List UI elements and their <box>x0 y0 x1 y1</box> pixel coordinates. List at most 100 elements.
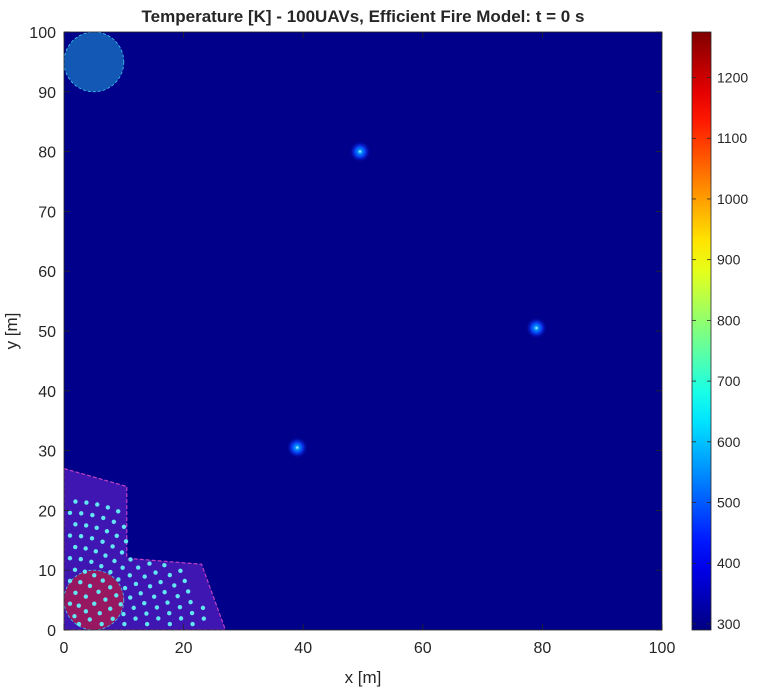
uav-marker <box>133 616 138 621</box>
hot-spot <box>349 140 371 163</box>
uav-marker <box>78 556 84 562</box>
colorbar-tick-label: 700 <box>717 373 741 389</box>
uav-marker <box>154 605 160 610</box>
uav-marker <box>114 593 119 598</box>
uav-marker <box>103 597 108 602</box>
uav-marker <box>67 578 73 584</box>
x-tick-label: 80 <box>534 640 552 657</box>
uav-marker <box>122 621 127 627</box>
y-tick-label: 40 <box>38 384 56 401</box>
uav-marker <box>151 594 157 599</box>
uav-marker <box>167 621 173 627</box>
uav-marker <box>67 510 73 515</box>
uav-marker <box>67 601 73 606</box>
uav-marker <box>167 611 172 616</box>
uav-marker <box>178 568 183 574</box>
y-tick-label: 100 <box>29 25 56 42</box>
uav-marker <box>107 585 113 590</box>
y-axis-label: y [m] <box>2 313 21 350</box>
y-tick-label: 10 <box>38 563 56 580</box>
uav-marker <box>118 602 123 607</box>
uav-marker <box>72 614 77 619</box>
colorbar-tick-label: 400 <box>717 555 741 571</box>
uav-marker <box>165 600 170 605</box>
uav-marker <box>135 565 141 570</box>
uav-marker <box>138 591 143 596</box>
uav-marker <box>67 556 73 561</box>
x-tick-label: 100 <box>649 640 676 657</box>
uav-marker <box>87 583 93 589</box>
uav-marker <box>108 569 113 575</box>
uav-marker <box>175 593 180 599</box>
uav-marker <box>128 557 133 562</box>
uav-marker <box>87 617 93 622</box>
uav-marker <box>172 583 177 588</box>
uav-marker <box>177 604 183 610</box>
x-tick-label: 20 <box>175 640 193 657</box>
uav-marker <box>84 500 89 505</box>
y-tick-label: 20 <box>38 503 56 520</box>
uav-marker <box>128 595 133 600</box>
uav-marker <box>123 539 129 544</box>
uav-marker <box>97 610 102 616</box>
uav-marker <box>79 511 84 516</box>
uav-marker <box>100 539 105 544</box>
colorbar: 300 400 500 600 700 800 900 1000 1100 1200 <box>691 31 748 632</box>
colorbar-tick-label: 300 <box>717 616 741 632</box>
uav-marker <box>153 570 158 575</box>
x-axis: 0 20 40 60 80 100 <box>60 32 676 657</box>
uav-marker <box>147 584 153 589</box>
y-tick-label: 30 <box>38 444 56 461</box>
uav-marker <box>83 523 89 528</box>
uav-marker <box>144 611 149 616</box>
colorbar-tick-label: 900 <box>717 252 741 268</box>
uav-marker <box>99 563 104 569</box>
uav-marker <box>142 574 147 579</box>
uav-marker <box>94 525 99 530</box>
uav-marker <box>92 573 97 578</box>
x-tick-label: 40 <box>294 640 312 657</box>
uav-marker <box>96 589 101 594</box>
uav-marker <box>178 616 184 621</box>
region-top-left <box>64 32 125 93</box>
y-axis: 0 10 20 30 40 50 60 70 80 90 100 <box>29 25 662 640</box>
uav-marker <box>142 601 147 606</box>
uav-marker <box>67 533 73 538</box>
colorbar-tick-label: 1000 <box>717 191 748 207</box>
uav-marker <box>127 573 133 578</box>
uav-marker <box>200 605 206 611</box>
uav-marker <box>133 581 139 587</box>
uav-marker <box>93 549 99 554</box>
colorbar-tick-label: 1200 <box>717 70 748 86</box>
uav-marker <box>76 603 82 608</box>
colorbar-tick-label: 500 <box>717 495 741 511</box>
uav-marker <box>156 616 161 621</box>
uav-marker <box>158 579 163 585</box>
hot-spot <box>286 436 308 459</box>
uav-marker <box>83 609 89 614</box>
uav-marker <box>147 561 152 566</box>
uav-marker <box>162 589 167 595</box>
uav-marker <box>73 499 78 504</box>
uav-marker <box>78 534 84 539</box>
uav-marker <box>89 536 95 541</box>
uav-marker <box>116 577 121 582</box>
uav-marker <box>122 585 128 591</box>
uav-marker <box>144 621 150 627</box>
uav-marker <box>95 502 100 507</box>
uav-marker <box>82 569 88 574</box>
uav-marker <box>72 567 78 573</box>
uav-marker <box>103 553 108 558</box>
uav-marker <box>76 621 82 627</box>
y-tick-label: 90 <box>38 85 56 102</box>
uav-marker <box>110 616 115 622</box>
uav-marker <box>105 505 111 510</box>
chart-title: Temperature [K] - 100UAVs, Efficient Fir… <box>142 7 585 26</box>
uav-marker <box>100 578 105 583</box>
uav-marker <box>73 590 78 596</box>
hot-spot <box>525 317 548 339</box>
uav-marker <box>83 594 89 599</box>
uav-marker <box>73 522 78 527</box>
uav-marker <box>111 519 117 525</box>
